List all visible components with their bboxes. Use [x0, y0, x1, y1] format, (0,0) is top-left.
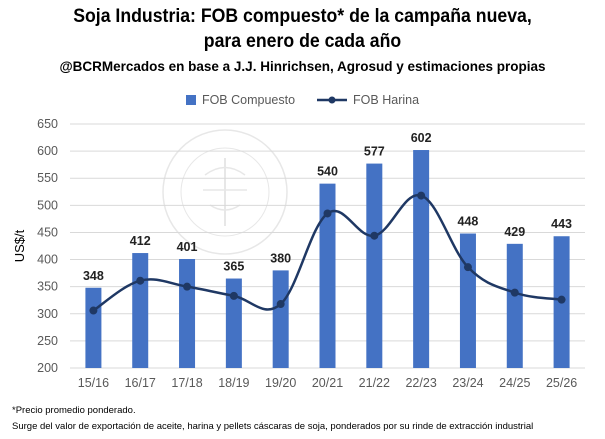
line-point	[323, 209, 332, 218]
bar	[272, 270, 289, 368]
legend-label-bars: FOB Compuesto	[201, 93, 296, 107]
bar	[225, 278, 242, 368]
y-tick-label: 600	[37, 144, 58, 158]
line-point	[510, 288, 519, 297]
line-point	[89, 306, 98, 315]
line-point	[276, 300, 285, 309]
x-tick-label: 22/23	[405, 376, 436, 390]
x-tick-label: 24/25	[499, 376, 530, 390]
bar	[506, 243, 523, 368]
line-point	[463, 263, 472, 272]
bar-value-label: 348	[83, 269, 104, 283]
y-tick-label: 350	[37, 280, 58, 294]
legend-line-swatch	[317, 96, 348, 104]
y-axis-ticks: 200 250 300 350 400 450 500 550 600 650	[37, 117, 58, 375]
y-tick-label: 550	[37, 171, 58, 185]
bar-value-label: 401	[177, 240, 198, 254]
footnote-2: Surge del valor de exportación de aceite…	[12, 421, 534, 432]
bar-data-labels: 348 412 401 365 380 540 577 602 448 429 443	[83, 131, 572, 283]
bar	[132, 253, 149, 368]
chart-plot: 200 250 300 350 400 450 500 550 600 650 348 412 401…	[12, 117, 585, 390]
x-tick-label: 21/22	[359, 376, 390, 390]
line-point	[183, 282, 192, 291]
legend-bar-swatch	[185, 95, 196, 105]
bar	[459, 233, 476, 368]
y-tick-label: 500	[37, 198, 58, 212]
y-tick-label: 200	[37, 361, 58, 375]
legend-item-line: FOB Harina	[317, 93, 419, 107]
y-axis-title: US$/t	[12, 229, 27, 262]
bar	[366, 163, 383, 368]
line-point	[229, 291, 238, 300]
footnote-1: *Precio promedio ponderado.	[12, 405, 136, 416]
x-tick-label: 25/26	[546, 376, 577, 390]
bar-value-label: 448	[458, 215, 479, 229]
line-point	[417, 191, 426, 200]
chart-subtitle: @BCRMercados en base a J.J. Hinrichsen, …	[59, 59, 546, 74]
bcr-seal-watermark	[162, 129, 288, 255]
chart-title-line2: para enero de cada año	[203, 31, 402, 52]
x-tick-label: 16/17	[125, 376, 156, 390]
x-tick-label: 19/20	[265, 376, 296, 390]
y-tick-label: 300	[37, 307, 58, 321]
x-axis-ticks: 15/16 16/17 17/18 18/19 19/20 20/21 21/22 22/23…	[78, 376, 578, 390]
bar-value-label: 429	[504, 225, 525, 239]
line-point	[136, 276, 145, 285]
line-series	[89, 191, 566, 315]
y-tick-label: 650	[37, 117, 58, 131]
y-tick-label: 400	[37, 253, 58, 267]
bar-value-label: 577	[364, 145, 385, 159]
bar-value-label: 365	[223, 260, 244, 274]
bar-value-label: 443	[551, 217, 572, 231]
bar-value-label: 602	[411, 131, 432, 145]
bar-value-label: 412	[130, 234, 151, 248]
x-tick-label: 20/21	[312, 376, 343, 390]
bar	[319, 183, 336, 368]
legend-label-line: FOB Harina	[353, 93, 420, 107]
bar-value-label: 380	[270, 251, 291, 265]
chart-title-line1: Soja Industria: FOB compuesto* de la cam…	[73, 6, 532, 27]
x-tick-label: 23/24	[452, 376, 483, 390]
bar-series	[85, 150, 570, 368]
x-tick-label: 15/16	[78, 376, 109, 390]
legend-item-bars: FOB Compuesto	[185, 93, 296, 107]
line-point	[370, 231, 379, 240]
y-tick-label: 450	[37, 225, 58, 239]
x-tick-label: 17/18	[171, 376, 202, 390]
bar	[413, 150, 430, 368]
bar	[179, 259, 196, 368]
line-point	[557, 295, 566, 304]
x-tick-label: 18/19	[218, 376, 249, 390]
y-tick-label: 250	[37, 334, 58, 348]
chart-legend: FOB Compuesto FOB Harina	[0, 93, 605, 107]
bar	[85, 287, 102, 368]
bar-value-label: 540	[317, 165, 338, 179]
